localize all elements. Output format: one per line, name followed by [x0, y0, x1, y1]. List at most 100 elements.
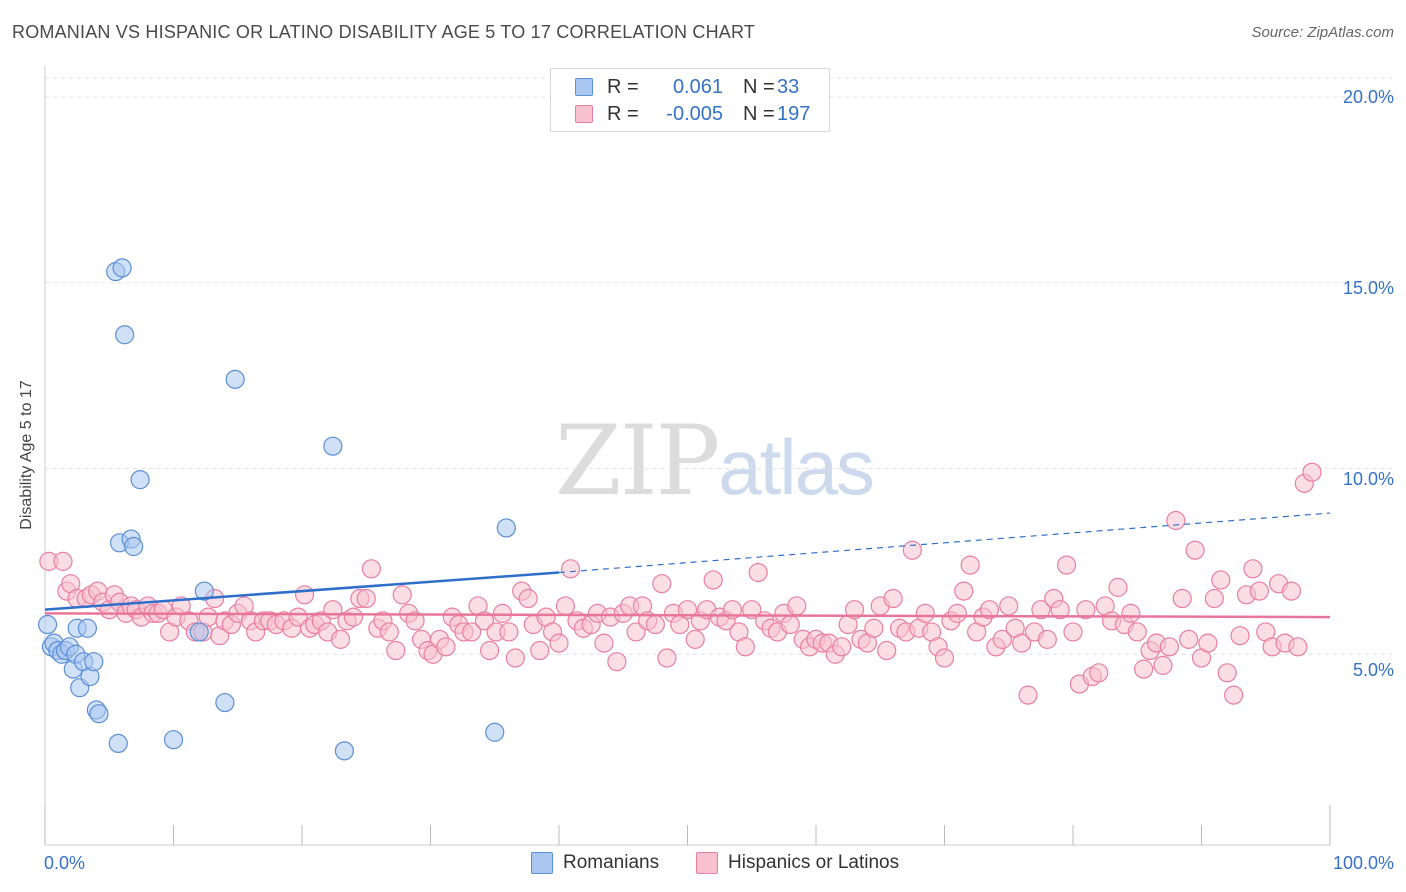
x-axis	[44, 66, 1331, 846]
romanians-point	[124, 536, 144, 557]
romanians-point	[323, 436, 343, 456]
hispanics-point	[607, 652, 627, 672]
hispanics-point	[902, 540, 922, 560]
legend-r-value: 0.061	[672, 75, 723, 98]
hispanics-point	[1204, 588, 1224, 609]
y-tick-label-5: 5.0%	[1352, 660, 1394, 680]
hispanics-point	[999, 596, 1019, 616]
hispanics-point	[1056, 555, 1077, 575]
hispanics-point	[1249, 581, 1269, 601]
hispanics-trend-line	[44, 612, 1331, 619]
hispanics-point	[288, 607, 308, 627]
y-tick-label-15: 15.0%	[1342, 278, 1394, 298]
hispanics-point	[877, 640, 897, 661]
hispanics-point	[1288, 637, 1308, 657]
hispanics-point	[947, 603, 967, 623]
watermark-atlas: atlas	[718, 423, 875, 511]
correlation-legend: R = 0.061 N = 33 R = -0.005 N = 197	[550, 68, 830, 132]
hispanics-point	[386, 640, 406, 661]
hispanics-point	[1134, 659, 1154, 679]
x-tick-label-100: 100.0%	[1332, 853, 1394, 873]
romanians-point	[194, 581, 214, 601]
hispanics-point	[1037, 629, 1057, 649]
hispanics-point	[1063, 622, 1083, 642]
hispanics-point	[379, 622, 399, 642]
legend-item-romanians[interactable]: Romanians	[531, 852, 659, 874]
hispanics-point	[1076, 600, 1096, 620]
hispanics-point	[480, 640, 500, 661]
hispanics-point	[844, 600, 865, 620]
legend-swatch-blue	[575, 78, 593, 96]
romanians-point	[84, 652, 104, 672]
hispanics-point	[505, 648, 525, 668]
y-tick-label-10: 10.0%	[1342, 469, 1394, 489]
hispanics-point	[1198, 633, 1218, 653]
hispanics-point	[960, 555, 980, 575]
chart-title: ROMANIAN VS HISPANIC OR LATINO DISABILIT…	[12, 22, 756, 42]
hispanics-point	[1302, 462, 1322, 482]
hispanics-point	[1179, 629, 1199, 649]
hispanics-point	[560, 559, 581, 579]
legend-row-hispanics: R = -0.005 N = 197	[575, 102, 810, 126]
hispanics-point	[1217, 663, 1237, 683]
legend-n-label: N =	[743, 75, 775, 98]
hispanics-point	[780, 614, 800, 635]
hispanics-point	[1018, 685, 1038, 705]
hispanics-point	[832, 637, 852, 657]
hispanics-points	[39, 462, 1322, 705]
romanians-point	[334, 741, 355, 761]
romanians-point	[189, 622, 209, 642]
romanians-point	[89, 704, 109, 724]
y-tick-label-20: 20.0%	[1342, 87, 1394, 107]
hispanics-point	[685, 629, 705, 649]
hispanics-point	[1153, 655, 1173, 675]
hispanics-point	[1172, 588, 1192, 609]
hispanics-point	[499, 622, 519, 642]
legend-swatch-pink	[575, 105, 593, 123]
hispanics-point	[1159, 637, 1179, 657]
hispanics-point	[436, 637, 456, 657]
hispanics-point	[1050, 600, 1070, 620]
romanians-point	[108, 733, 128, 754]
hispanics-point	[787, 596, 807, 616]
legend-label-hispanics: Hispanics or Latinos	[728, 852, 900, 873]
hispanics-point	[492, 603, 513, 623]
trend-lines	[44, 512, 1331, 619]
hispanics-point	[703, 570, 723, 590]
hispanics-point	[748, 562, 768, 583]
romanians-point	[77, 618, 98, 638]
source-label: Source: ZipAtlas.com	[1251, 24, 1394, 41]
hispanics-point	[294, 585, 315, 605]
hispanics-point	[1108, 577, 1128, 597]
hispanics-point	[549, 633, 569, 653]
hispanics-point	[934, 648, 955, 668]
romanians-point	[163, 730, 184, 750]
hispanics-point	[1166, 510, 1186, 531]
hispanics-point	[356, 588, 376, 609]
legend-n-value: 33	[777, 75, 800, 98]
hispanics-point	[474, 611, 495, 631]
hispanics-point	[645, 614, 665, 635]
legend-item-hispanics[interactable]: Hispanics or Latinos	[696, 852, 899, 874]
hispanics-point	[1230, 626, 1250, 646]
hispanics-point	[392, 585, 412, 605]
hispanics-point	[530, 640, 550, 661]
hispanics-point	[1031, 600, 1051, 620]
legend-label-romanians: Romanians	[563, 852, 660, 873]
hispanics-point	[594, 633, 614, 653]
romanians-point	[130, 470, 150, 490]
series-legend: Romanians Hispanics or Latinos	[0, 852, 1406, 878]
hispanics-point	[1281, 581, 1302, 601]
romanians-point	[115, 325, 135, 345]
hispanics-point	[864, 618, 884, 638]
hispanics-point	[361, 559, 381, 579]
hispanics-point	[954, 581, 974, 601]
legend-r-label: R =	[607, 102, 639, 125]
hispanics-point	[405, 611, 425, 631]
hispanics-point	[555, 596, 576, 616]
hispanics-point	[979, 600, 1000, 620]
hispanics-point	[735, 637, 755, 657]
hispanics-point	[343, 607, 363, 627]
watermark-zip: ZIP	[555, 405, 720, 517]
